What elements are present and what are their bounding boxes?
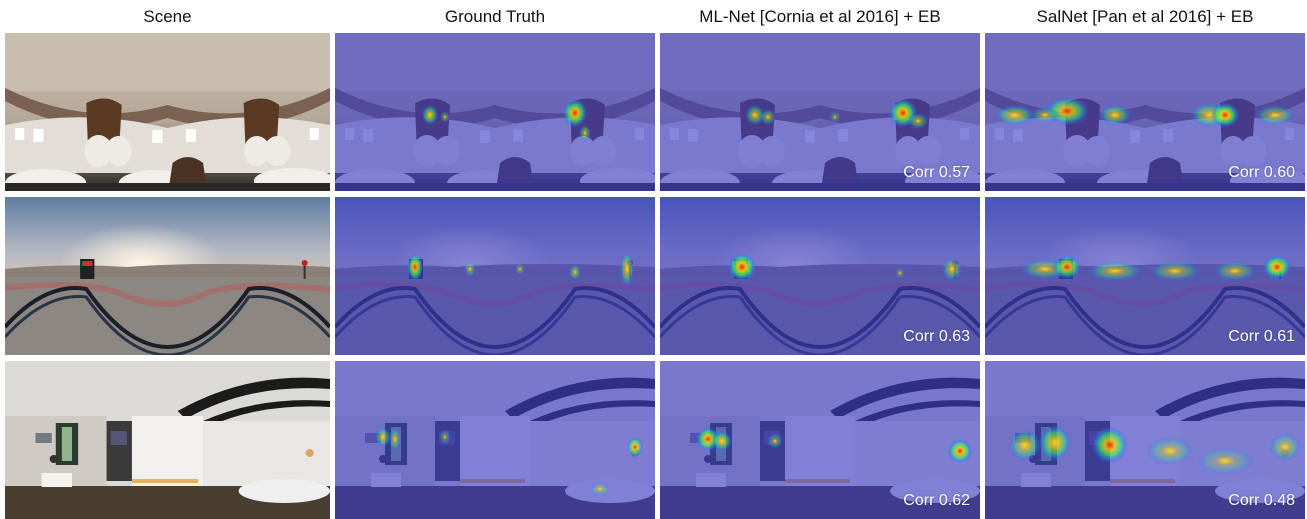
office-interior-ml-net-panel: Corr 0.62 (660, 361, 980, 519)
col-header-ground-truth: Ground Truth (444, 7, 546, 26)
office-interior-scene-image (5, 361, 330, 519)
office-interior-salnet-image (985, 361, 1305, 519)
col-header-scene: Scene (143, 7, 192, 26)
corr-label: Corr 0.60 (1228, 164, 1295, 181)
airplane-cabin-ground-truth-image (335, 33, 655, 191)
airplane-cabin-salnet-image (985, 33, 1305, 191)
office-interior-ground-truth-image (335, 361, 655, 519)
desert-railroad-ml-net-image (660, 197, 980, 355)
desert-railroad-ml-net-panel: Corr 0.63 (660, 197, 980, 355)
airplane-cabin-scene-image (5, 33, 330, 191)
corr-label: Corr 0.61 (1228, 328, 1295, 345)
desert-railroad-ground-truth-image (335, 197, 655, 355)
office-interior-salnet-panel: Corr 0.48 (985, 361, 1305, 519)
airplane-cabin-ground-truth-panel (335, 33, 655, 191)
corr-label: Corr 0.48 (1228, 492, 1295, 509)
office-interior-scene-panel (5, 361, 330, 519)
airplane-cabin-ml-net-panel: Corr 0.57 (660, 33, 980, 191)
office-interior-ground-truth-panel (335, 361, 655, 519)
airplane-cabin-ml-net-image (660, 33, 980, 191)
desert-railroad-scene-image (5, 197, 330, 355)
desert-railroad-scene-panel (5, 197, 330, 355)
corr-label: Corr 0.57 (903, 164, 970, 181)
desert-railroad-salnet-panel: Corr 0.61 (985, 197, 1305, 355)
corr-label: Corr 0.62 (903, 492, 970, 509)
corr-label: Corr 0.63 (903, 328, 970, 345)
desert-railroad-ground-truth-panel (335, 197, 655, 355)
desert-railroad-salnet-image (985, 197, 1305, 355)
col-header-ml-net: ML-Net [Cornia et al 2016] + EB (699, 7, 941, 26)
airplane-cabin-scene-panel (5, 33, 330, 191)
airplane-cabin-salnet-panel: Corr 0.60 (985, 33, 1305, 191)
office-interior-ml-net-image (660, 361, 980, 519)
col-header-salnet: SalNet [Pan et al 2016] + EB (1036, 7, 1254, 26)
